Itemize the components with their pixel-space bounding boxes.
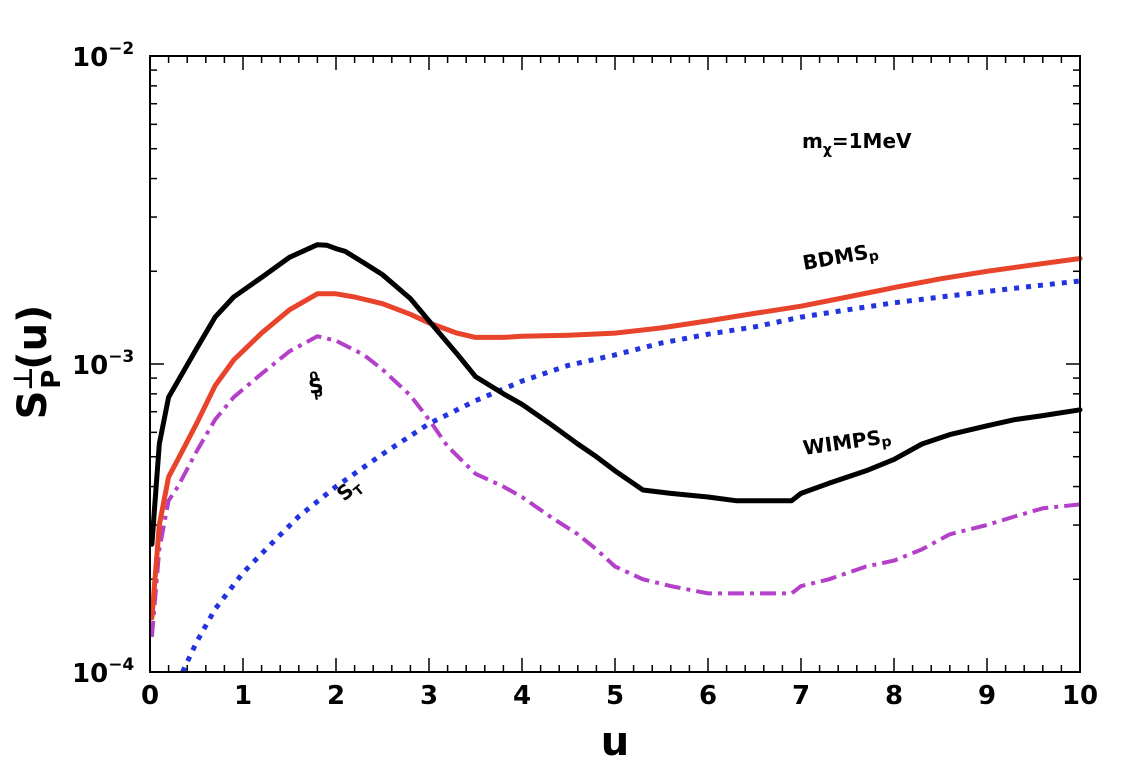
series-label-bdms: BDMSp: [801, 238, 881, 277]
axis-ticks: [149, 55, 1081, 673]
x-tick-label: 3: [420, 681, 438, 711]
series-line-s-t: [180, 278, 1081, 674]
plot-frame: [149, 55, 1081, 673]
x-tick-label: 7: [792, 681, 810, 711]
x-tick-label: 0: [141, 681, 159, 711]
x-tick-label: 5: [606, 681, 624, 711]
mass-annotation: mχ=1MeV: [802, 129, 912, 158]
series-line-bdms-p: [149, 256, 1083, 621]
y-tick-labels: 10−4 10−3 10−2: [72, 39, 134, 689]
y-axis-title: S⊥P(u): [9, 305, 67, 420]
series-line-s-p-0: [149, 334, 1081, 638]
series-layer: [149, 242, 1083, 674]
y-tick-label: 10−2: [72, 39, 134, 73]
series-label-st: ST: [332, 472, 368, 508]
x-tick-label: 2: [327, 681, 345, 711]
x-tick-label: 6: [699, 681, 717, 711]
x-tick-label: 4: [513, 681, 531, 711]
series-line-wimps-p: [149, 242, 1083, 547]
series-label-wimps: WIMPSp: [801, 424, 892, 462]
y-tick-label: 10−4: [72, 655, 134, 689]
x-tick-label: 9: [978, 681, 996, 711]
x-tick-label: 8: [885, 681, 903, 711]
y-tick-label: 10−3: [72, 347, 134, 381]
x-tick-label: 1: [234, 681, 252, 711]
x-tick-labels: 0 1 2 3 4 5 6 7 8 9 10: [141, 681, 1098, 711]
x-tick-label: 10: [1062, 681, 1098, 711]
series-label-sp0: S0p: [306, 369, 326, 402]
x-axis-title: u: [601, 719, 629, 760]
